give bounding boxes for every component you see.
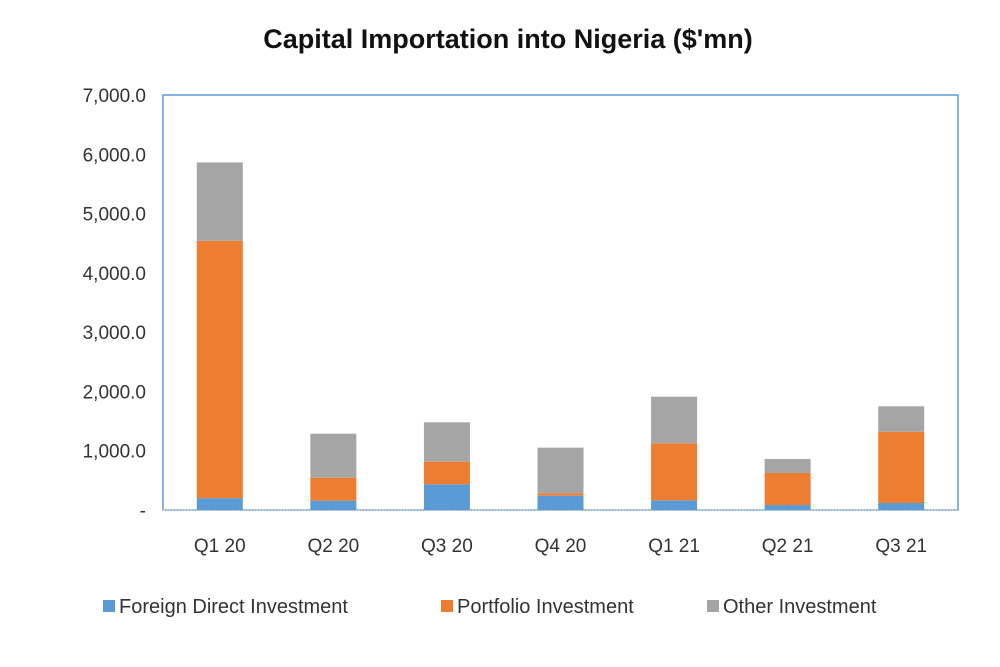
- y-tick-label: -: [140, 501, 146, 522]
- bar-segment-foreign-direct-investment: [196, 498, 243, 510]
- bar-segment-portfolio-investment: [423, 461, 470, 485]
- bar-segment-foreign-direct-investment: [310, 500, 357, 510]
- x-tick-label: Q3 20: [421, 536, 473, 557]
- bar-segment-other-investment: [537, 447, 584, 494]
- bar-segment-portfolio-investment: [537, 493, 584, 496]
- y-tick-label: 7,000.0: [83, 86, 146, 107]
- legend-label: Portfolio Investment: [457, 596, 634, 618]
- bar-segment-portfolio-investment: [651, 443, 698, 501]
- bar-segment-other-investment: [310, 433, 357, 478]
- bar-segment-foreign-direct-investment: [651, 500, 698, 510]
- bar-segment-foreign-direct-investment: [537, 495, 584, 510]
- legend-label: Other Investment: [723, 596, 877, 618]
- y-tick-label: 4,000.0: [83, 264, 146, 285]
- bar-segment-foreign-direct-investment: [764, 505, 811, 510]
- bar-segment-portfolio-investment: [196, 240, 243, 499]
- y-tick-label: 2,000.0: [83, 382, 146, 403]
- legend-swatch: [707, 600, 719, 612]
- x-tick-label: Q2 21: [762, 536, 814, 557]
- y-tick-label: 3,000.0: [83, 323, 146, 344]
- x-tick-label: Q1 20: [194, 536, 246, 557]
- bar-segment-other-investment: [764, 459, 811, 474]
- y-tick-label: 6,000.0: [83, 145, 146, 166]
- x-tick-label: Q3 21: [875, 536, 927, 557]
- y-tick-label: 5,000.0: [83, 205, 146, 226]
- legend-swatch: [441, 600, 453, 612]
- bar-segment-other-investment: [878, 406, 925, 432]
- legend-label: Foreign Direct Investment: [119, 596, 348, 618]
- bar-segment-portfolio-investment: [764, 473, 811, 506]
- bar-segment-foreign-direct-investment: [423, 484, 470, 510]
- x-tick-label: Q2 20: [307, 536, 359, 557]
- y-tick-label: 1,000.0: [83, 442, 146, 463]
- x-tick-label: Q4 20: [535, 536, 587, 557]
- bar-segment-other-investment: [651, 396, 698, 444]
- legend-swatch: [103, 600, 115, 612]
- x-tick-label: Q1 21: [648, 536, 700, 557]
- bar-segment-foreign-direct-investment: [878, 503, 925, 510]
- bar-segment-other-investment: [196, 162, 243, 241]
- bar-segment-other-investment: [423, 422, 470, 462]
- bar-segment-portfolio-investment: [878, 431, 925, 504]
- bar-segment-portfolio-investment: [310, 477, 357, 501]
- chart-title: Capital Importation into Nigeria ($'mn): [263, 24, 752, 54]
